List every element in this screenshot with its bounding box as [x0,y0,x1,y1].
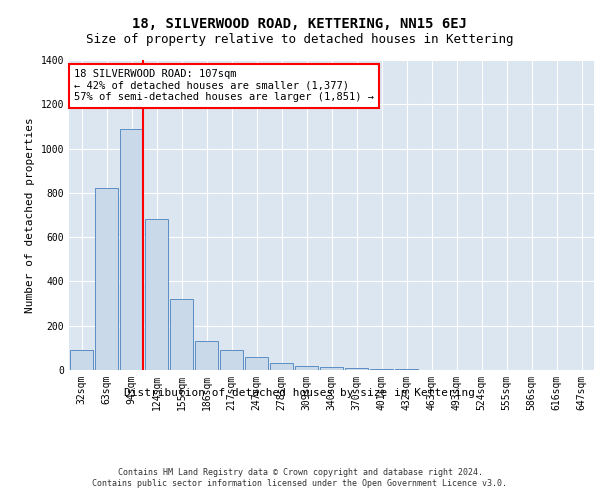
Bar [170,299,193,370]
Bar [245,356,268,370]
Text: 18, SILVERWOOD ROAD, KETTERING, NN15 6EJ: 18, SILVERWOOD ROAD, KETTERING, NN15 6EJ [133,18,467,32]
Y-axis label: Number of detached properties: Number of detached properties [25,117,35,313]
Bar [195,341,218,370]
Bar [270,364,293,370]
Bar [95,188,118,370]
Bar [120,128,143,370]
Bar [220,350,243,370]
Bar [345,368,368,370]
Text: 18 SILVERWOOD ROAD: 107sqm
← 42% of detached houses are smaller (1,377)
57% of s: 18 SILVERWOOD ROAD: 107sqm ← 42% of deta… [74,70,374,102]
Bar [295,366,318,370]
Bar [70,350,93,370]
Text: Distribution of detached houses by size in Kettering: Distribution of detached houses by size … [125,388,476,398]
Bar [370,369,393,370]
Bar [320,366,343,370]
Bar [145,220,168,370]
Text: Size of property relative to detached houses in Kettering: Size of property relative to detached ho… [86,32,514,46]
Text: Contains HM Land Registry data © Crown copyright and database right 2024.
Contai: Contains HM Land Registry data © Crown c… [92,468,508,487]
